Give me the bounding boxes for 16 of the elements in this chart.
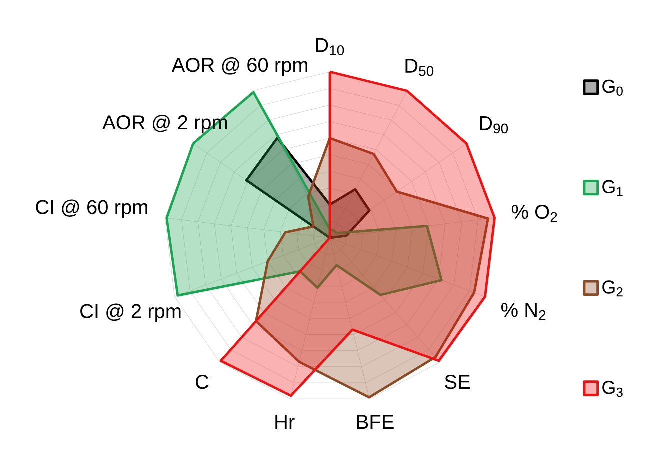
legend-label: G$_{1}$: [602, 180, 623, 196]
spoke-label: C: [196, 375, 209, 390]
spoke-label: AOR @ 60 rpm: [172, 58, 308, 76]
spoke-label: CI @ 2 rpm: [80, 304, 181, 322]
spoke-label: Hr: [276, 415, 295, 430]
spoke-label: D$_{10}$: [316, 38, 344, 56]
legend-label: G$_{0}$: [602, 80, 623, 96]
spoke-label: % O$_{2}$: [512, 204, 558, 222]
spoke-label: D$_{50}$: [406, 59, 434, 76]
spoke-label: % N$_{2}$: [502, 303, 546, 320]
spoke-label: SE: [445, 375, 470, 390]
spoke-label: D$_{90}$: [480, 116, 508, 134]
spoke-label: CI @ 60 rpm: [36, 200, 148, 218]
spoke-label: BFE: [357, 415, 394, 430]
legend-label: G$_{2}$: [602, 280, 623, 297]
legend-label: G$_{3}$: [602, 381, 623, 398]
